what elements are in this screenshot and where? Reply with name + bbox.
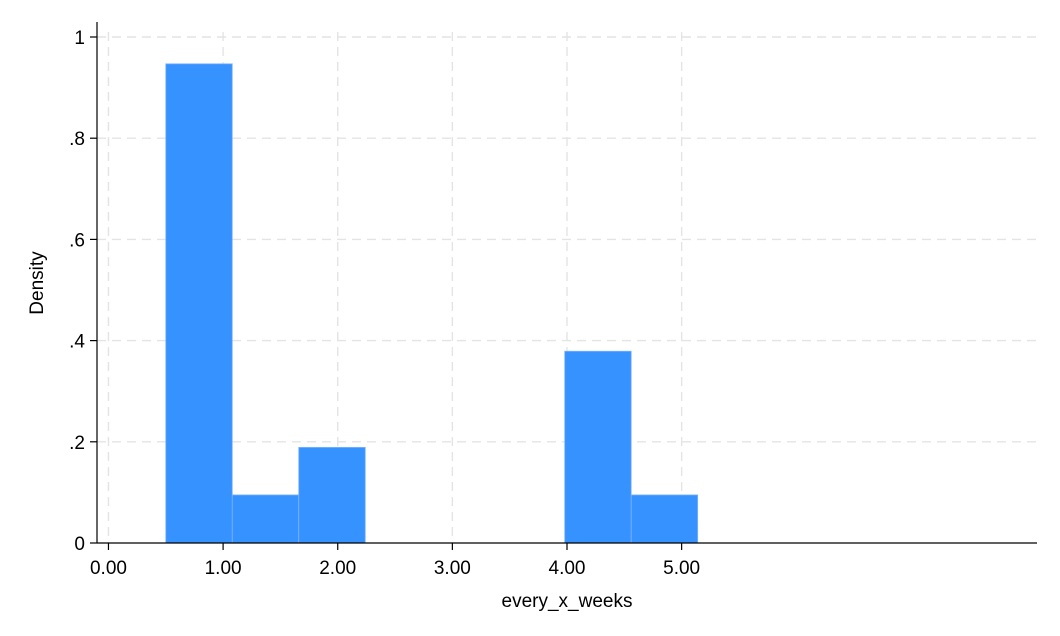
- bars-layer: [165, 63, 699, 544]
- x-tick-label: 0.00: [90, 558, 127, 579]
- y-axis-title: Density: [27, 251, 48, 315]
- y-tick-label: 1: [74, 28, 85, 49]
- y-tick-label: 0: [74, 534, 85, 555]
- y-tick-label: .2: [69, 433, 85, 454]
- histogram-bar: [231, 494, 300, 544]
- x-axis-title: every_x_weeks: [502, 591, 633, 612]
- ticks-layer: 0 .2 .4 .6 .8 1 0.00 1.00 2.00 3.00 4.00 5.00: [69, 28, 700, 579]
- y-tick-label: .8: [69, 129, 85, 150]
- x-tick-label: 5.00: [663, 558, 700, 579]
- y-tick-label: .6: [69, 230, 85, 251]
- x-tick-label: 1.00: [205, 558, 242, 579]
- histogram-bar: [564, 350, 632, 544]
- x-tick-label: 2.00: [319, 558, 356, 579]
- histogram-bar: [298, 446, 366, 544]
- y-tick-label: .4: [69, 332, 85, 353]
- histogram-bar: [630, 494, 699, 544]
- x-tick-label: 3.00: [434, 558, 471, 579]
- x-tick-label: 4.00: [549, 558, 586, 579]
- histogram-bar: [165, 63, 233, 544]
